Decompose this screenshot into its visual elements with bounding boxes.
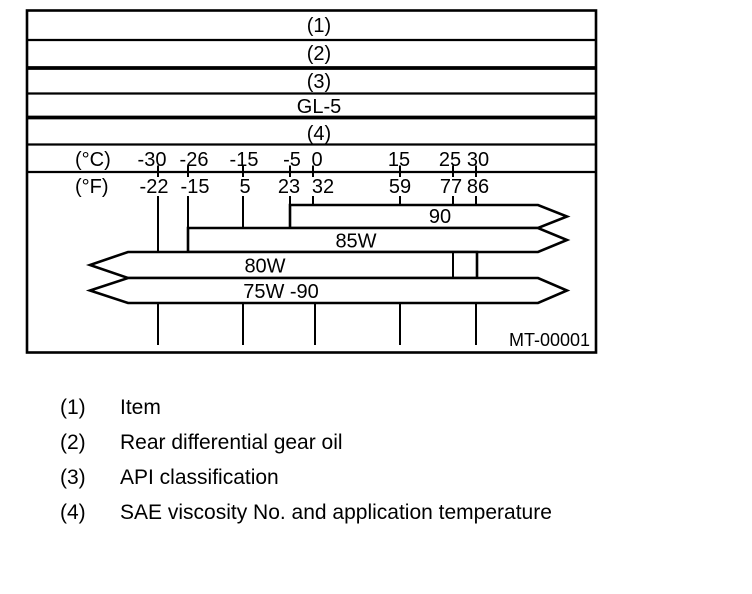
celsius-axis-label: (°C) xyxy=(75,149,111,171)
figure-id: MT-00001 xyxy=(509,330,590,350)
bar-label-90: 90 xyxy=(429,206,451,228)
viscosity-bar-85w xyxy=(186,226,571,254)
legend-item-4: (4) SAE viscosity No. and application te… xyxy=(60,501,680,525)
f-tick-label: 32 xyxy=(312,176,334,198)
bar-label-75w90: 75W -90 xyxy=(243,281,319,303)
f-tick-label: -22 xyxy=(140,176,169,198)
c-tick-label: -26 xyxy=(180,149,209,171)
chart-border-box xyxy=(25,9,598,354)
c-tick-label: 0 xyxy=(311,149,322,171)
legend-item-number: (3) xyxy=(60,466,86,489)
legend-item-text: API classification xyxy=(120,466,279,489)
f-tick-label: 23 xyxy=(278,176,300,198)
viscosity-bar-75w90 xyxy=(85,276,571,305)
legend-item-text: Item xyxy=(120,396,161,419)
legend-item-text: SAE viscosity No. and application temper… xyxy=(120,501,552,524)
legend-item-number: (4) xyxy=(60,501,86,524)
legend-item-1: (1) Item xyxy=(60,396,680,420)
f-tick-label: 5 xyxy=(239,176,250,198)
f-tick-label: 86 xyxy=(467,176,489,198)
viscosity-bar-90 xyxy=(288,203,571,230)
legend-item-2: (2) Rear differential gear oil xyxy=(60,431,680,455)
header-row-1-label: (1) xyxy=(307,15,331,37)
bar-label-80w: 80W xyxy=(244,256,285,278)
c-tick-label: 30 xyxy=(467,149,489,171)
header-row-4-label: (4) xyxy=(307,123,331,145)
legend-item-number: (1) xyxy=(60,396,86,419)
api-classification-label: GL-5 xyxy=(297,96,341,118)
f-tick-label: 59 xyxy=(389,176,411,198)
f-tick-label: -15 xyxy=(181,176,210,198)
f-tick-label: 77 xyxy=(440,176,462,198)
bar-label-85w: 85W xyxy=(335,231,376,253)
legend-item-text: Rear differential gear oil xyxy=(120,431,343,454)
c-tick-label: 25 xyxy=(439,149,461,171)
legend: (1) Item (2) Rear differential gear oil … xyxy=(60,396,680,536)
header-row-3-label: (3) xyxy=(307,71,331,93)
c-tick-label: -15 xyxy=(230,149,259,171)
header-row-2-label: (2) xyxy=(307,43,331,65)
c-tick-label: -30 xyxy=(138,149,167,171)
fahrenheit-axis-label: (°F) xyxy=(75,176,109,198)
c-tick-label: 15 xyxy=(388,149,410,171)
legend-item-3: (3) API classification xyxy=(60,466,680,490)
legend-item-number: (2) xyxy=(60,431,86,454)
gear-oil-viscosity-chart: (1) (2) (3) GL-5 (4) (°C) (°F) -30 -26 -… xyxy=(25,9,598,354)
c-tick-label: -5 xyxy=(283,149,301,171)
